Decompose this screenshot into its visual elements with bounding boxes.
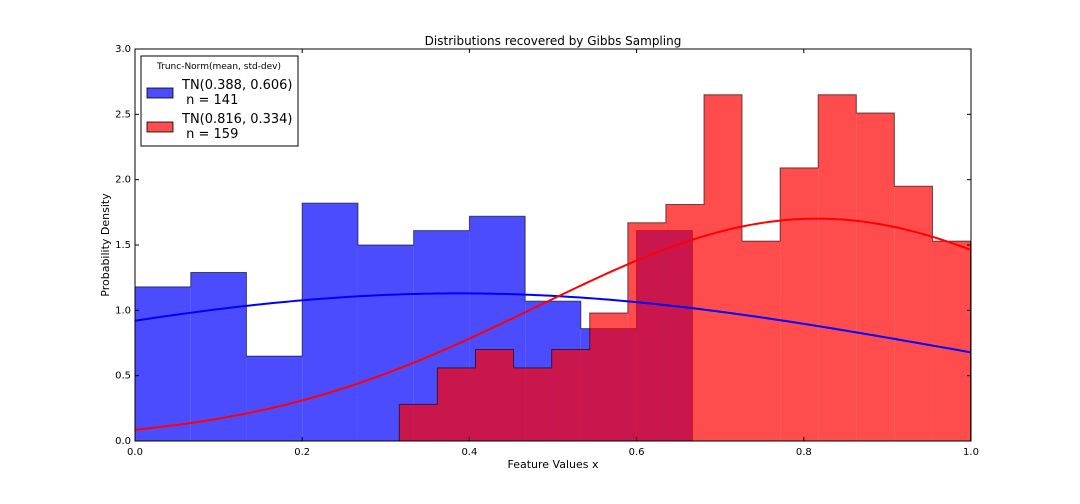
- x-tick-label: 0.6: [629, 447, 645, 458]
- y-tick-label: 1.5: [115, 240, 131, 251]
- y-tick-label: 0.5: [115, 371, 131, 382]
- legend-title: Trunc-Norm(mean, std-dev): [156, 62, 281, 72]
- histogram-bar: [780, 167, 819, 441]
- curve-layer: [134, 217, 972, 431]
- histogram-bar: [742, 241, 781, 441]
- histogram-bar: [246, 356, 303, 441]
- histogram-bar: [399, 404, 438, 441]
- x-tick-label: 0.2: [294, 447, 310, 458]
- histogram-bar: [932, 241, 971, 441]
- histogram-bar: [551, 349, 590, 441]
- density-curve: [134, 217, 972, 431]
- histogram-bar: [627, 222, 666, 441]
- legend-entry-2-line1: TN(0.816, 0.334): [181, 112, 293, 127]
- y-tick-label: 0.0: [115, 436, 131, 447]
- legend-entry-1-line1: TN(0.388, 0.606): [181, 78, 293, 93]
- histogram-bar: [818, 94, 857, 441]
- x-tick-label: 0.0: [127, 447, 143, 458]
- histogram-bar: [135, 286, 191, 441]
- histogram-outline: [398, 94, 971, 441]
- x-axis-label: Feature Values x: [507, 458, 598, 471]
- y-tick-label: 1.0: [115, 305, 131, 316]
- legend-swatch-blue: [146, 87, 174, 99]
- histogram-bar: [302, 203, 358, 441]
- x-tick-label: 1.0: [963, 447, 979, 458]
- histogram-bar: [894, 186, 933, 441]
- legend-swatch-red: [146, 121, 174, 133]
- y-axis-label: Probability Density: [99, 193, 112, 297]
- histogram-bar: [190, 272, 247, 441]
- tick-layer: 0.0 0.2 0.4 0.6 0.8 1.0 0.0 0.5 1.0 1.5 2.0 2.5 3.0: [115, 44, 979, 458]
- y-tick-label: 2.0: [115, 175, 131, 186]
- histogram-bar: [589, 312, 628, 441]
- legend: Trunc-Norm(mean, std-dev) TN(0.388, 0.60…: [140, 55, 299, 147]
- y-tick-label: 2.5: [115, 109, 131, 120]
- legend-entry-2-line2: n = 159: [182, 127, 238, 142]
- histogram-bar: [437, 367, 476, 441]
- histogram-bar: [856, 113, 895, 441]
- density-curve: [134, 292, 972, 354]
- histogram-bar: [703, 94, 743, 441]
- histogram-bar: [665, 204, 704, 441]
- y-tick-label: 3.0: [115, 44, 131, 55]
- histogram-layer: [134, 94, 971, 441]
- x-tick-label: 0.4: [461, 447, 477, 458]
- chart-title: Distributions recovered by Gibbs Samplin…: [425, 34, 682, 48]
- histogram-bar: [475, 349, 514, 441]
- histogram-bar: [513, 367, 552, 441]
- legend-entry-1-line2: n = 141: [182, 93, 238, 108]
- x-tick-label: 0.8: [796, 447, 812, 458]
